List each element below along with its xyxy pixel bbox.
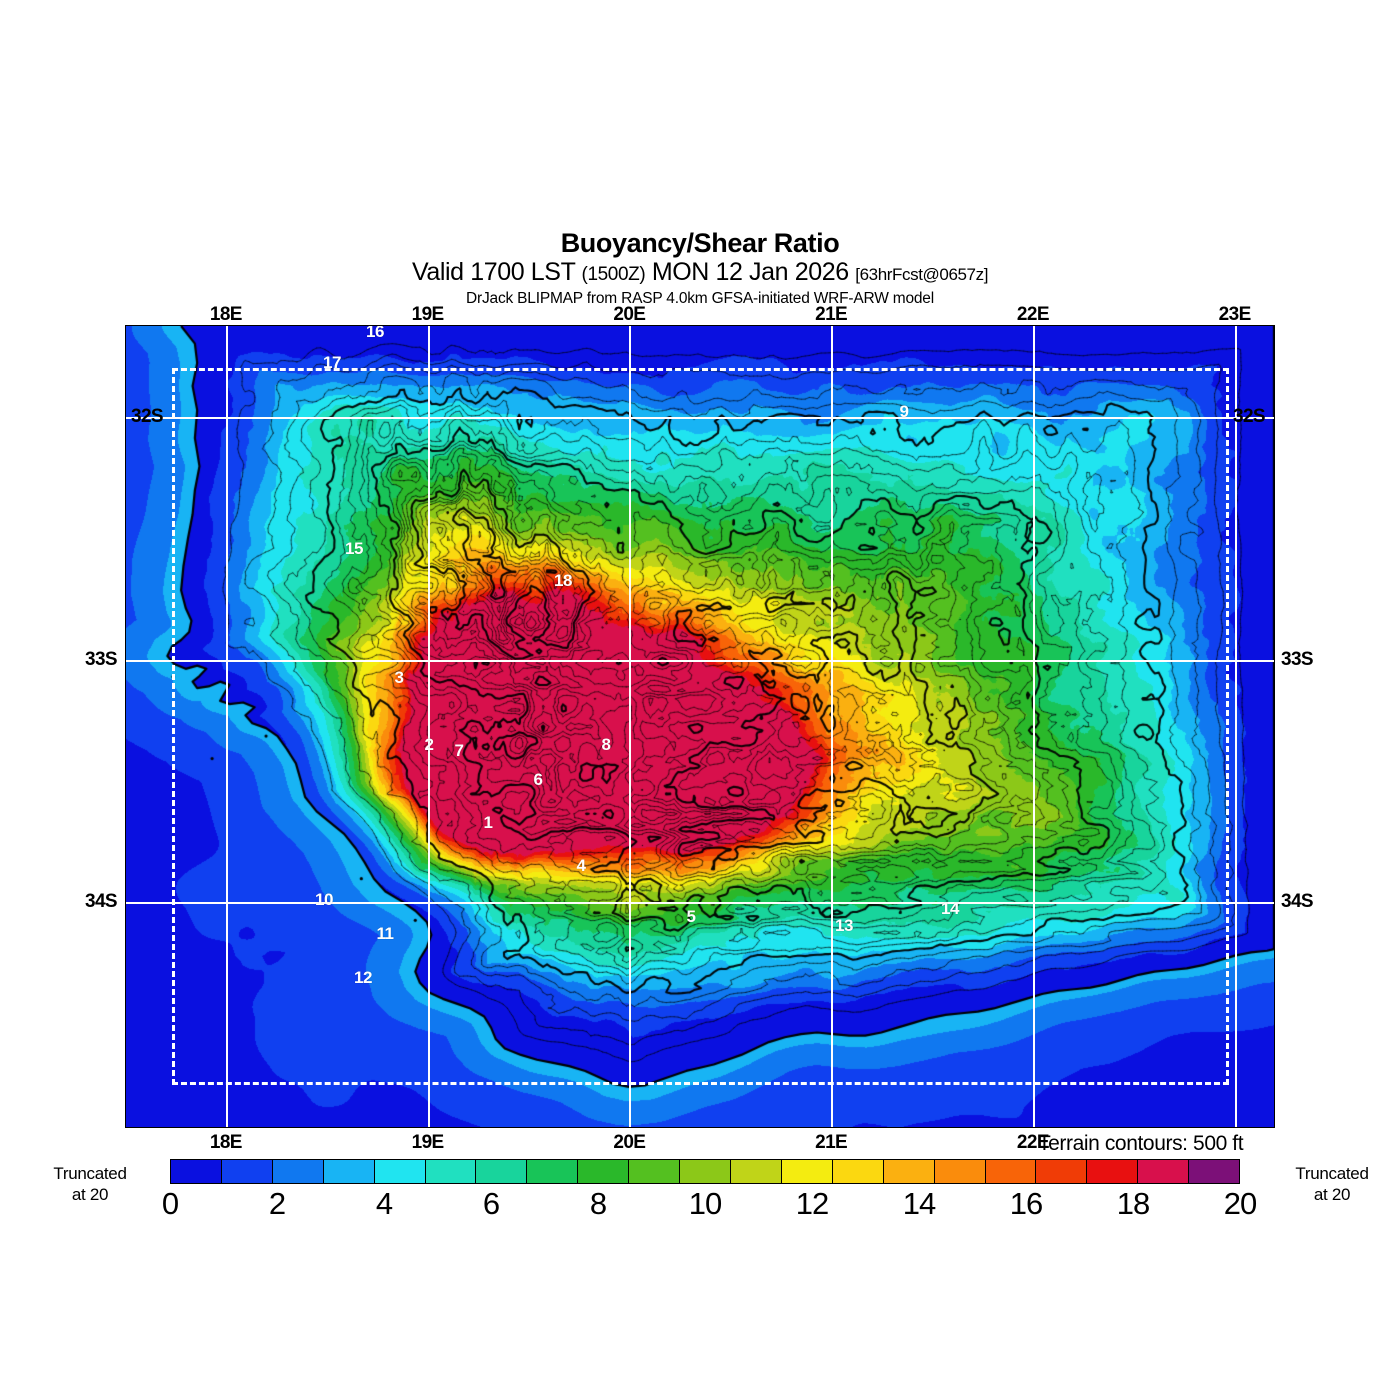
truncated-left-line2: at 20 (71, 1185, 109, 1204)
colorbar-tick-18: 18 (1116, 1186, 1150, 1221)
buoyancy-shear-heatmap (126, 326, 1274, 1127)
station-label-2: 2 (424, 735, 434, 754)
colorbar-tick-labels: 0 2 4 6 8 10 12 14 16 18 20 (162, 1186, 1257, 1221)
station-label-18: 18 (554, 571, 572, 590)
colorbar-segment-11 (730, 1160, 782, 1183)
colorbar-segment-12 (781, 1160, 833, 1183)
colorbar-segment-17 (1036, 1160, 1088, 1183)
colorbar-tick-6: 6 (482, 1186, 500, 1221)
gridline-lon-18E (225, 326, 228, 1127)
valid-prefix: Valid 1700 LST (411, 258, 575, 286)
colorbar-segment-19 (1138, 1160, 1190, 1183)
colorbar-tick-4: 4 (375, 1186, 393, 1221)
terrain-contour-note: Terrain contours: 500 ft (1038, 1132, 1244, 1155)
colorbar-segment-10 (680, 1160, 731, 1183)
station-label-15: 15 (345, 539, 363, 558)
gridline-lon-21E (831, 326, 834, 1127)
gridline-lon-20E (629, 326, 632, 1127)
colorbar-tick-14: 14 (902, 1186, 936, 1221)
truncated-right-line1: Truncated (1295, 1164, 1369, 1183)
map-plot-area[interactable]: 1 2 3 4 5 6 7 8 9 10 11 12 13 14 15 16 17 18 (125, 325, 1275, 1128)
axis-label-right-33S: 33S (1281, 648, 1314, 670)
station-label-8: 8 (601, 735, 611, 754)
colorbar-segment-13 (832, 1160, 884, 1183)
axis-label-left-34S: 34S (84, 891, 118, 913)
colorbar-segment-4 (374, 1160, 426, 1183)
gridline-lat-34S (126, 902, 1274, 905)
truncated-right-line2: at 20 (1313, 1185, 1351, 1204)
valid-zulu: (1500Z) (581, 264, 646, 285)
colorbar-segment-3 (323, 1160, 375, 1183)
colorbar-segment-2 (272, 1160, 324, 1183)
axis-label-left-32S: 32S (130, 406, 164, 428)
axis-label-right-34S: 34S (1281, 891, 1314, 913)
axis-label-top-20E: 20E (613, 304, 646, 325)
axis-label-top-22E: 22E (1016, 304, 1050, 325)
colorbar-segment-14 (883, 1160, 935, 1183)
title-block: Buoyancy/Shear Ratio Valid 1700 LST (150… (0, 228, 1400, 308)
gridline-lat-33S (126, 659, 1274, 662)
colorbar-segment-9 (629, 1160, 681, 1183)
axis-label-left-33S: 33S (84, 648, 118, 670)
colorbar-segment-15 (934, 1160, 986, 1183)
colorbar-segment-5 (425, 1160, 477, 1183)
axis-label-bottom-19E: 19E (411, 1132, 445, 1153)
colorbar-segment-8 (578, 1160, 630, 1183)
station-label-7: 7 (454, 741, 464, 760)
colorbar-tick-10: 10 (688, 1186, 722, 1221)
valid-date: MON 12 Jan 2026 (651, 258, 849, 286)
colorbar-tick-12: 12 (795, 1186, 829, 1221)
station-label-6: 6 (533, 770, 543, 789)
colorbar-tick-0: 0 (161, 1186, 179, 1221)
gridline-lon-19E (427, 326, 430, 1127)
colorbar-tick-2: 2 (268, 1186, 286, 1221)
station-label-17: 17 (323, 353, 341, 372)
valid-time-line: Valid 1700 LST (1500Z) MON 12 Jan 2026 [… (0, 258, 1400, 289)
station-label-5: 5 (686, 907, 696, 926)
colorbar-segment-1 (221, 1160, 273, 1183)
gridline-lat-32S (126, 417, 1274, 420)
truncated-note-right: Truncated at 20 (1272, 1163, 1392, 1205)
station-label-16: 16 (366, 325, 384, 341)
axis-label-bottom-18E: 18E (209, 1132, 243, 1153)
station-label-1: 1 (483, 813, 493, 832)
colorbar-tick-8: 8 (589, 1186, 607, 1221)
colorbar-segment-0 (171, 1160, 222, 1183)
colorbar-segment-16 (985, 1160, 1037, 1183)
colorbar-segment-20 (1189, 1160, 1240, 1183)
station-label-12: 12 (354, 968, 372, 987)
gridline-lon-22E (1032, 326, 1035, 1127)
axis-label-right-32S: 32S (1233, 406, 1266, 428)
colorbar-segment-7 (527, 1160, 579, 1183)
axis-label-bottom-21E: 21E (815, 1132, 848, 1153)
model-attribution: DrJack BLIPMAP from RASP 4.0km GFSA-init… (466, 290, 934, 307)
colorbar[interactable] (170, 1159, 1240, 1184)
station-label-11: 11 (376, 924, 394, 943)
axis-label-top-19E: 19E (411, 304, 445, 325)
axis-label-top-23E: 23E (1218, 304, 1252, 325)
axis-label-bottom-20E: 20E (613, 1132, 646, 1153)
axis-label-top-18E: 18E (209, 304, 243, 325)
colorbar-segment-18 (1087, 1160, 1139, 1183)
colorbar-tick-16: 16 (1009, 1186, 1043, 1221)
page-title: Buoyancy/Shear Ratio (560, 228, 840, 258)
forecast-hour: [63hrFcst@0657z] (855, 265, 989, 284)
station-label-9: 9 (899, 402, 909, 421)
station-label-10: 10 (315, 890, 333, 909)
station-label-14: 14 (941, 899, 959, 918)
truncated-left-line1: Truncated (53, 1164, 127, 1183)
axis-label-top-21E: 21E (815, 304, 848, 325)
station-label-4: 4 (576, 856, 586, 875)
subdomain-boundary-box (172, 368, 1229, 1085)
station-label-3: 3 (394, 668, 404, 687)
axis-label-bottom-22E: 22E (1016, 1132, 1050, 1153)
truncated-note-left: Truncated at 20 (31, 1163, 149, 1205)
colorbar-tick-20: 20 (1223, 1186, 1257, 1221)
station-label-13: 13 (835, 916, 853, 935)
gridline-lon-23E (1234, 326, 1237, 1127)
colorbar-segment-6 (476, 1160, 528, 1183)
